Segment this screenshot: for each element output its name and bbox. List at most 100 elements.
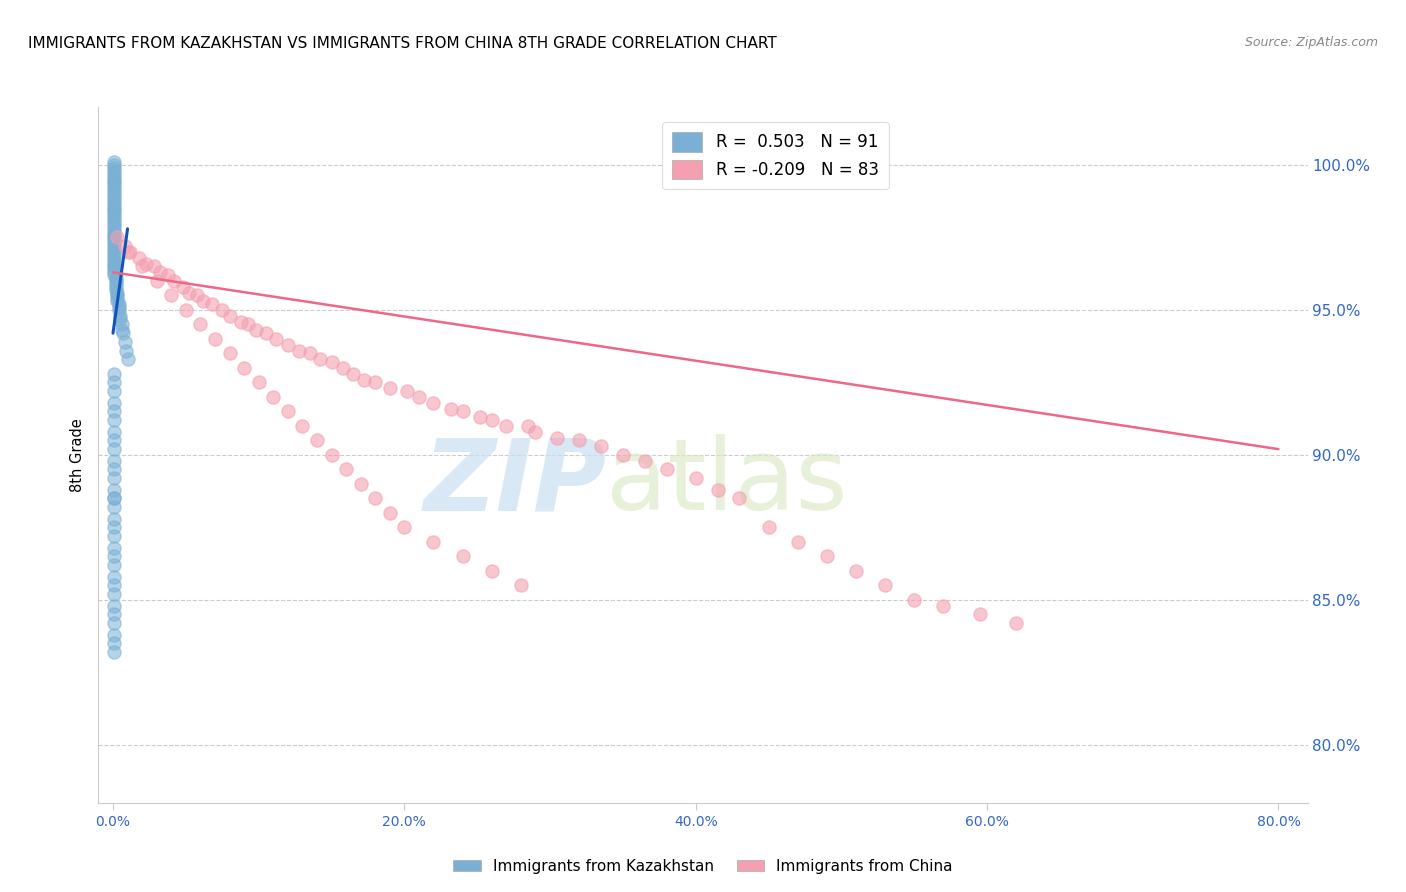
Point [342, 367, 364, 381]
Point [105, 291, 128, 305]
Point [103, 227, 125, 242]
Point [103, 491, 125, 506]
Point [103, 645, 125, 659]
Point [103, 520, 125, 534]
Point [509, 578, 531, 592]
Point [451, 549, 474, 564]
Point [845, 564, 868, 578]
Point [103, 404, 125, 418]
Point [201, 297, 224, 311]
Point [103, 219, 125, 233]
Point [103, 367, 125, 381]
Point [103, 184, 125, 198]
Point [103, 216, 125, 230]
Point [103, 193, 125, 207]
Point [524, 425, 547, 439]
Point [685, 471, 707, 485]
Point [394, 520, 416, 534]
Point [186, 288, 208, 302]
Point [517, 419, 540, 434]
Legend: R =  0.503   N = 91, R = -0.209   N = 83: R = 0.503 N = 91, R = -0.209 N = 83 [662, 122, 889, 189]
Point [211, 303, 233, 318]
Point [103, 587, 125, 601]
Point [353, 373, 375, 387]
Point [172, 280, 194, 294]
Point [110, 309, 132, 323]
Point [135, 257, 157, 271]
Point [103, 187, 125, 202]
Point [117, 245, 139, 260]
Point [103, 172, 125, 186]
Point [103, 257, 125, 271]
Point [103, 164, 125, 178]
Point [110, 311, 132, 326]
Point [103, 549, 125, 564]
Point [103, 169, 125, 184]
Point [108, 303, 131, 318]
Point [103, 167, 125, 181]
Point [758, 520, 780, 534]
Point [103, 471, 125, 485]
Point [262, 390, 284, 404]
Point [117, 352, 139, 367]
Point [103, 491, 125, 506]
Point [321, 355, 343, 369]
Point [364, 376, 387, 390]
Point [103, 384, 125, 398]
Text: ZIP: ZIP [423, 434, 606, 532]
Point [103, 500, 125, 514]
Point [103, 462, 125, 476]
Point [104, 274, 127, 288]
Point [103, 396, 125, 410]
Point [233, 361, 256, 376]
Point [103, 253, 125, 268]
Point [157, 268, 180, 283]
Point [103, 245, 125, 260]
Point [104, 277, 127, 291]
Point [108, 297, 131, 311]
Point [177, 285, 200, 300]
Point [396, 384, 419, 398]
Point [103, 195, 125, 210]
Text: Source: ZipAtlas.com: Source: ZipAtlas.com [1244, 36, 1378, 49]
Legend: Immigrants from Kazakhstan, Immigrants from China: Immigrants from Kazakhstan, Immigrants f… [447, 853, 959, 880]
Point [174, 303, 197, 318]
Point [103, 265, 125, 279]
Point [103, 529, 125, 543]
Point [103, 615, 125, 630]
Text: IMMIGRANTS FROM KAZAKHSTAN VS IMMIGRANTS FROM CHINA 8TH GRADE CORRELATION CHART: IMMIGRANTS FROM KAZAKHSTAN VS IMMIGRANTS… [28, 36, 778, 51]
Point [103, 570, 125, 584]
Point [903, 592, 925, 607]
Point [103, 442, 125, 456]
Point [103, 155, 125, 169]
Point [218, 346, 240, 360]
Point [706, 483, 728, 497]
Point [103, 607, 125, 622]
Point [104, 280, 127, 294]
Point [160, 288, 183, 302]
Point [103, 225, 125, 239]
Point [103, 248, 125, 262]
Point [131, 260, 153, 274]
Point [231, 315, 253, 329]
Point [149, 265, 172, 279]
Point [440, 401, 463, 416]
Point [1005, 615, 1028, 630]
Point [305, 434, 328, 448]
Point [218, 309, 240, 323]
Point [128, 251, 150, 265]
Point [103, 578, 125, 592]
Point [103, 236, 125, 251]
Point [238, 318, 260, 332]
Point [815, 549, 838, 564]
Point [103, 483, 125, 497]
Point [103, 242, 125, 256]
Point [655, 462, 678, 476]
Point [103, 190, 125, 204]
Point [335, 462, 357, 476]
Point [103, 239, 125, 253]
Point [277, 404, 299, 418]
Point [114, 239, 136, 253]
Point [254, 326, 277, 341]
Point [481, 413, 503, 427]
